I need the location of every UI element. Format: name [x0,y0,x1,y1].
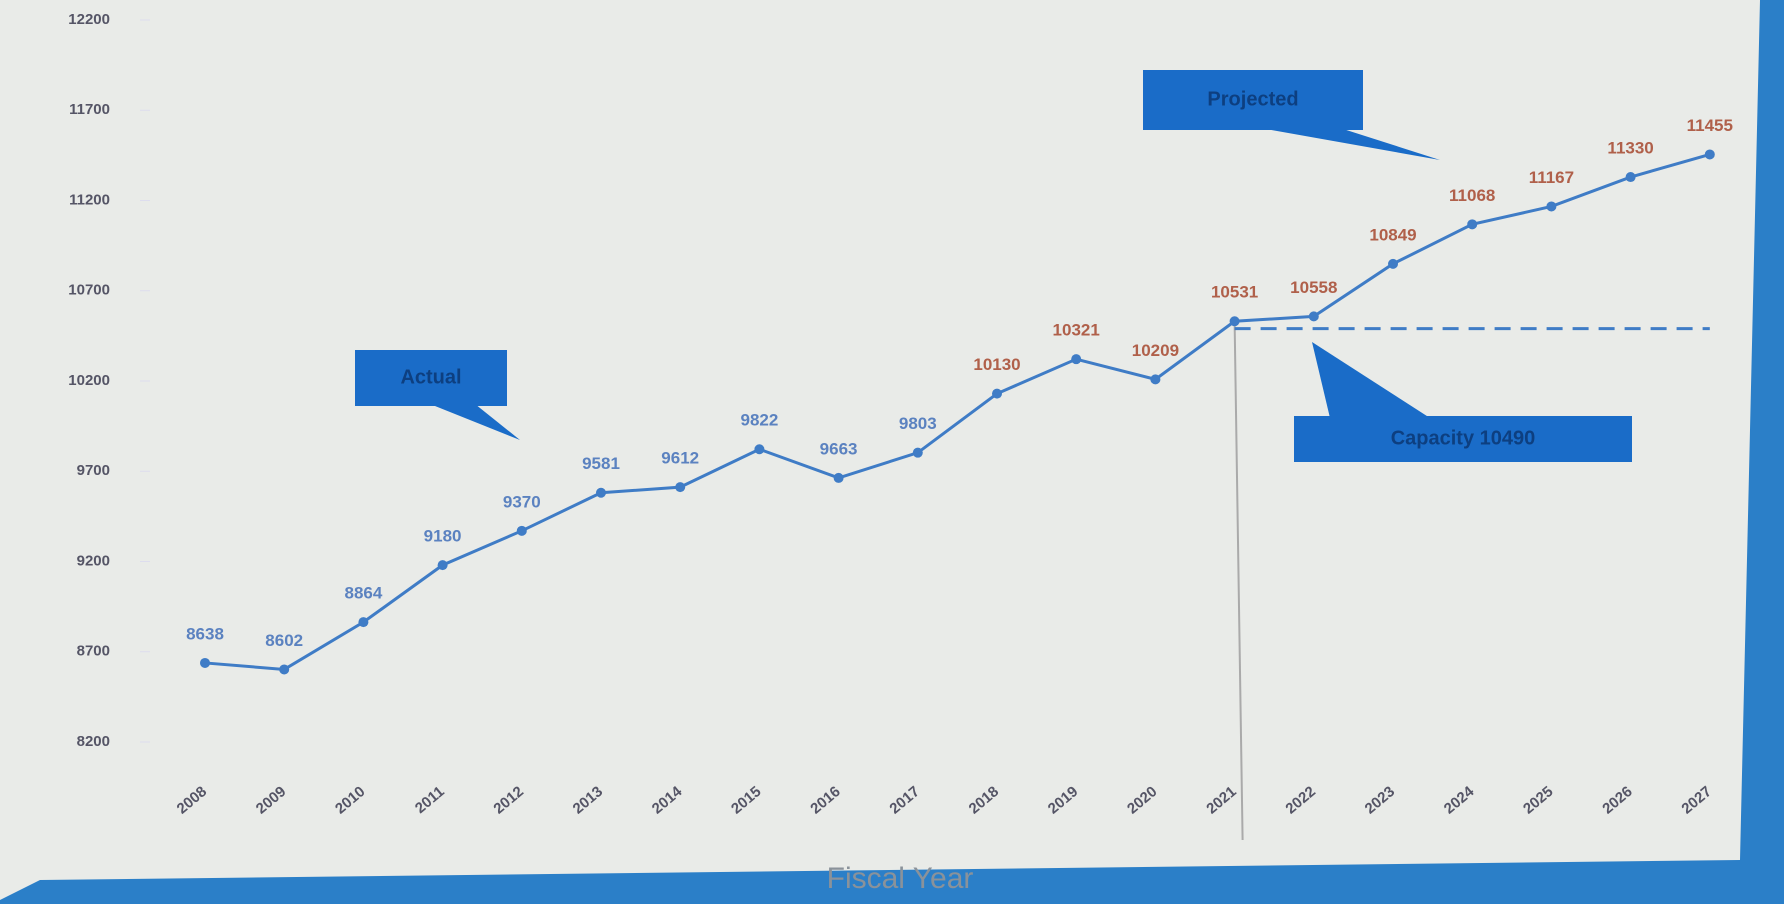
capacity-label: Capacity 10490 [1391,427,1536,449]
y-tick-label: 8200 [77,733,110,750]
point [596,487,606,498]
data-label: 9822 [740,411,778,430]
data-label: 8638 [186,624,224,643]
point [1229,316,1240,327]
data-label: 9180 [424,527,462,546]
y-tick-label: 8700 [77,643,110,660]
point [833,472,844,483]
series-line [204,153,1711,671]
point [1071,354,1082,365]
data-label: 9803 [899,414,937,433]
data-label: 9370 [503,492,541,511]
data-label: 8602 [265,631,303,650]
data-label: 10849 [1369,225,1416,244]
point [1308,311,1319,322]
data-label: 10321 [1053,321,1100,340]
data-label: 10209 [1132,341,1179,360]
divider [1233,321,1244,841]
point [1150,374,1161,385]
data-label: 8864 [344,584,382,603]
data-label: 9663 [820,439,858,458]
point [516,525,527,536]
point [437,560,448,571]
x-axis-label: Fiscal Year [827,862,974,895]
y-tick-label: 10200 [68,372,110,389]
point [200,657,210,668]
point [1546,201,1557,212]
data-label: 10130 [973,355,1020,374]
y-tick-label: 9700 [77,462,110,479]
point [675,482,686,493]
data-label: 11455 [1687,116,1733,135]
y-tick-label: 10700 [68,282,110,299]
data-label: 11068 [1449,186,1495,205]
point [1467,219,1478,230]
point [754,444,765,455]
y-tick-label: 11200 [69,191,110,208]
point [358,617,369,628]
point [1704,149,1715,160]
projected-callout: Projected [1143,70,1440,160]
point [992,388,1002,399]
point [279,664,290,675]
annotation: Projected [1207,88,1298,110]
point [1388,258,1398,269]
y-tick-label: 11700 [69,101,110,118]
point [1625,172,1636,183]
y-tick-label: 12200 [68,11,110,28]
actual-callout: Actual [355,350,520,440]
annotation: Actual [400,366,461,388]
point [912,447,923,458]
data-label: 9581 [582,454,620,473]
data-label: 10531 [1211,283,1258,302]
data-label: 10558 [1290,278,1337,297]
data-label: 11167 [1529,168,1574,187]
data-label: 11330 [1607,139,1653,158]
capacity-callout: Capacity 10490 [1294,342,1632,462]
data-label: 9612 [661,449,699,468]
y-tick-label: 9200 [77,552,110,569]
